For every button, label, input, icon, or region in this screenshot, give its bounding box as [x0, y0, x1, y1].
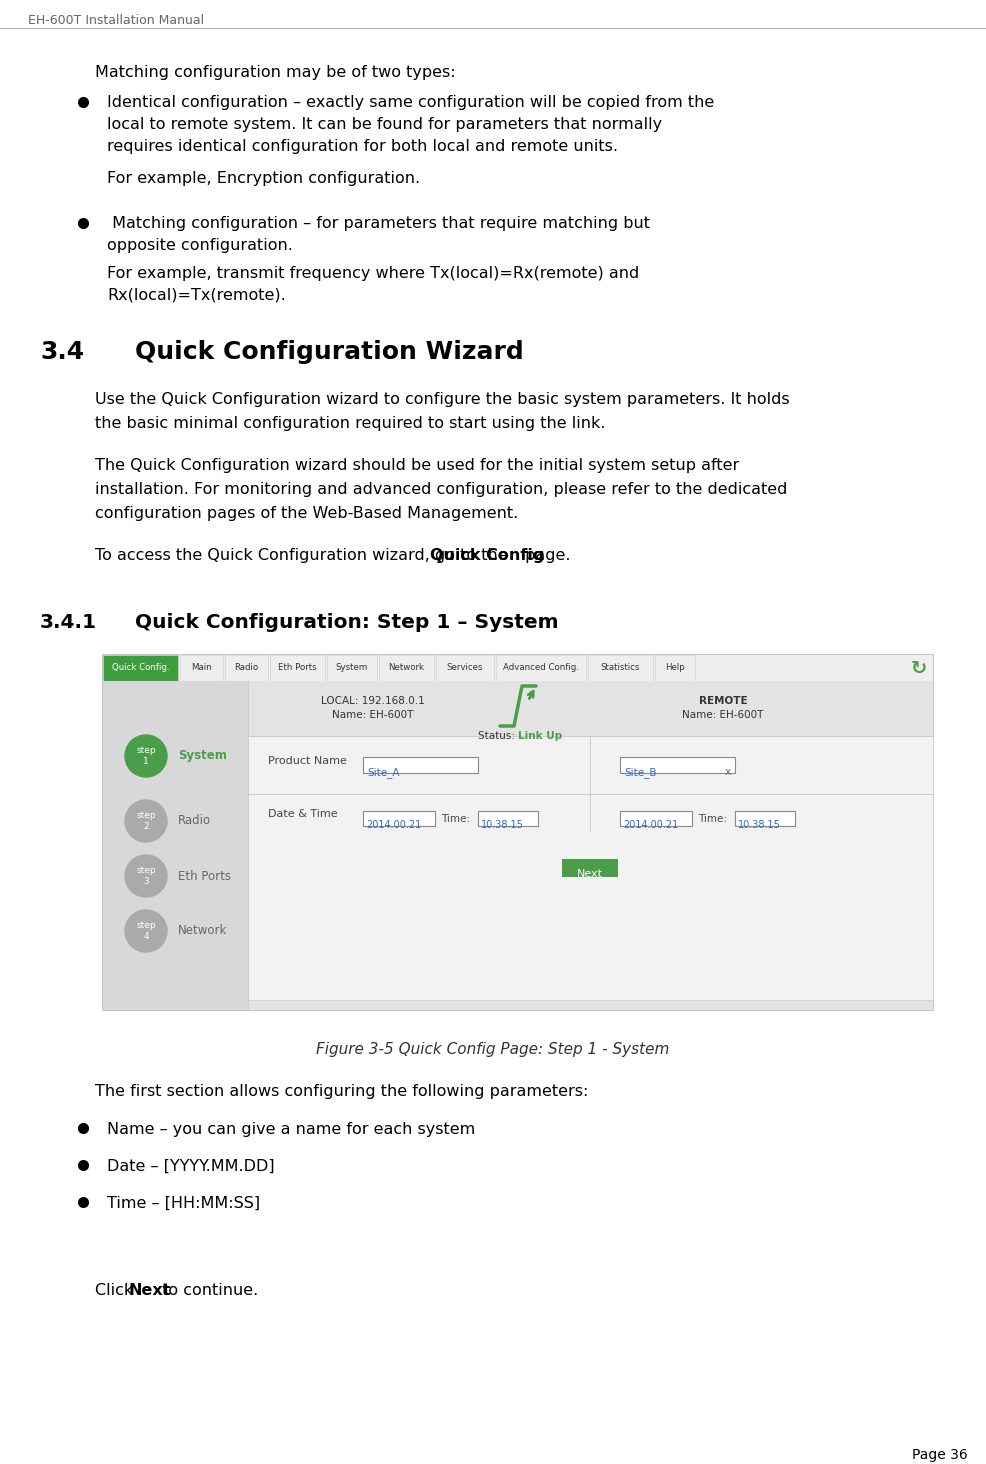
Circle shape: [125, 735, 167, 777]
Text: Click: Click: [95, 1282, 138, 1299]
Text: local to remote system. It can be found for parameters that normally: local to remote system. It can be found …: [107, 117, 663, 132]
Text: The Quick Configuration wizard should be used for the initial system setup after: The Quick Configuration wizard should be…: [95, 458, 740, 473]
Text: Quick Config.: Quick Config.: [111, 663, 170, 672]
Bar: [103, 681, 248, 1010]
Text: requires identical configuration for both local and remote units.: requires identical configuration for bot…: [107, 139, 618, 154]
Text: System: System: [336, 663, 368, 672]
Circle shape: [125, 855, 167, 897]
Text: Identical configuration – exactly same configuration will be copied from the: Identical configuration – exactly same c…: [107, 95, 714, 110]
Text: installation. For monitoring and advanced configuration, please refer to the ded: installation. For monitoring and advance…: [95, 482, 788, 496]
FancyBboxPatch shape: [735, 811, 795, 826]
Text: EH-600T Installation Manual: EH-600T Installation Manual: [28, 15, 204, 26]
Text: Site_B: Site_B: [624, 767, 657, 777]
Text: LOCAL: 192.168.0.1: LOCAL: 192.168.0.1: [321, 695, 425, 706]
Text: For example, transmit frequency where Tx(local)=Rx(remote) and: For example, transmit frequency where Tx…: [107, 266, 639, 281]
Text: Matching configuration may be of two types:: Matching configuration may be of two typ…: [95, 64, 456, 81]
Text: To access the Quick Configuration wizard, go to the: To access the Quick Configuration wizard…: [95, 548, 513, 564]
Text: Name: EH-600T: Name: EH-600T: [682, 710, 764, 720]
Text: Radio: Radio: [235, 663, 258, 672]
Text: Figure 3-5 Quick Config Page: Step 1 - System: Figure 3-5 Quick Config Page: Step 1 - S…: [317, 1042, 669, 1057]
Text: Page 36: Page 36: [912, 1448, 968, 1463]
FancyBboxPatch shape: [436, 654, 494, 681]
Bar: [103, 681, 933, 1010]
FancyBboxPatch shape: [363, 757, 478, 773]
Text: Date & Time: Date & Time: [268, 810, 337, 818]
Text: Date – [YYYY.MM.DD]: Date – [YYYY.MM.DD]: [107, 1159, 275, 1174]
Text: Time:: Time:: [698, 814, 727, 824]
FancyBboxPatch shape: [270, 654, 325, 681]
Text: Use the Quick Configuration wizard to configure the basic system parameters. It : Use the Quick Configuration wizard to co…: [95, 392, 790, 407]
Text: Rx(local)=Tx(remote).: Rx(local)=Tx(remote).: [107, 288, 286, 303]
FancyBboxPatch shape: [180, 654, 223, 681]
Text: to continue.: to continue.: [158, 1282, 258, 1299]
Text: Advanced Config.: Advanced Config.: [503, 663, 579, 672]
Text: step
3: step 3: [136, 867, 156, 886]
FancyBboxPatch shape: [588, 654, 653, 681]
Bar: [103, 654, 933, 681]
Text: Site_A: Site_A: [367, 767, 399, 777]
Text: System: System: [178, 750, 227, 763]
Circle shape: [125, 911, 167, 952]
FancyBboxPatch shape: [620, 811, 692, 826]
Text: Quick Configuration: Step 1 – System: Quick Configuration: Step 1 – System: [135, 613, 559, 632]
Text: x: x: [725, 767, 732, 777]
Text: Product Name: Product Name: [268, 755, 347, 766]
Text: REMOTE: REMOTE: [699, 695, 747, 706]
Text: step
4: step 4: [136, 921, 156, 941]
Text: Help: Help: [666, 663, 685, 672]
Text: Radio: Radio: [178, 814, 211, 827]
Text: configuration pages of the Web-Based Management.: configuration pages of the Web-Based Man…: [95, 507, 519, 521]
Text: step
2: step 2: [136, 811, 156, 830]
Text: Status:: Status:: [478, 731, 518, 741]
FancyBboxPatch shape: [103, 654, 178, 681]
Text: The first section allows configuring the following parameters:: The first section allows configuring the…: [95, 1083, 589, 1099]
Text: the basic minimal configuration required to start using the link.: the basic minimal configuration required…: [95, 416, 605, 430]
Text: Matching configuration – for parameters that require matching but: Matching configuration – for parameters …: [107, 217, 650, 231]
Text: Time:: Time:: [441, 814, 470, 824]
Text: Main: Main: [191, 663, 212, 672]
Text: Services: Services: [447, 663, 483, 672]
FancyBboxPatch shape: [225, 654, 268, 681]
Text: Statistics: Statistics: [600, 663, 640, 672]
Text: Network: Network: [388, 663, 425, 672]
FancyBboxPatch shape: [379, 654, 434, 681]
Text: ↻: ↻: [911, 659, 927, 678]
FancyBboxPatch shape: [363, 811, 435, 826]
FancyBboxPatch shape: [562, 859, 618, 877]
FancyBboxPatch shape: [327, 654, 377, 681]
Text: Name: EH-600T: Name: EH-600T: [332, 710, 414, 720]
Text: page.: page.: [521, 548, 571, 564]
FancyBboxPatch shape: [620, 757, 735, 773]
Text: 10.38.15: 10.38.15: [738, 820, 781, 830]
FancyBboxPatch shape: [655, 654, 695, 681]
Text: Eth Ports: Eth Ports: [178, 870, 231, 883]
Text: 10.38.15: 10.38.15: [481, 820, 524, 830]
Circle shape: [125, 799, 167, 842]
FancyBboxPatch shape: [496, 654, 586, 681]
Text: Name – you can give a name for each system: Name – you can give a name for each syst…: [107, 1121, 475, 1138]
Text: Network: Network: [178, 924, 228, 937]
Text: Quick Config: Quick Config: [431, 548, 545, 564]
Bar: [248, 736, 933, 1000]
Text: opposite configuration.: opposite configuration.: [107, 239, 293, 253]
Text: Next: Next: [128, 1282, 172, 1299]
FancyBboxPatch shape: [103, 654, 933, 1010]
Text: Next: Next: [577, 870, 603, 878]
Text: Link Up: Link Up: [518, 731, 562, 741]
Text: 2014.00.21: 2014.00.21: [623, 820, 678, 830]
Text: Quick Configuration Wizard: Quick Configuration Wizard: [135, 340, 524, 365]
Text: Eth Ports: Eth Ports: [278, 663, 317, 672]
FancyBboxPatch shape: [478, 811, 538, 826]
Text: Time – [HH:MM:SS]: Time – [HH:MM:SS]: [107, 1196, 260, 1211]
Text: 3.4.1: 3.4.1: [40, 613, 97, 632]
Text: 2014.00.21: 2014.00.21: [366, 820, 421, 830]
Text: For example, Encryption configuration.: For example, Encryption configuration.: [107, 171, 420, 186]
Text: step
1: step 1: [136, 747, 156, 766]
Text: 3.4: 3.4: [40, 340, 84, 365]
